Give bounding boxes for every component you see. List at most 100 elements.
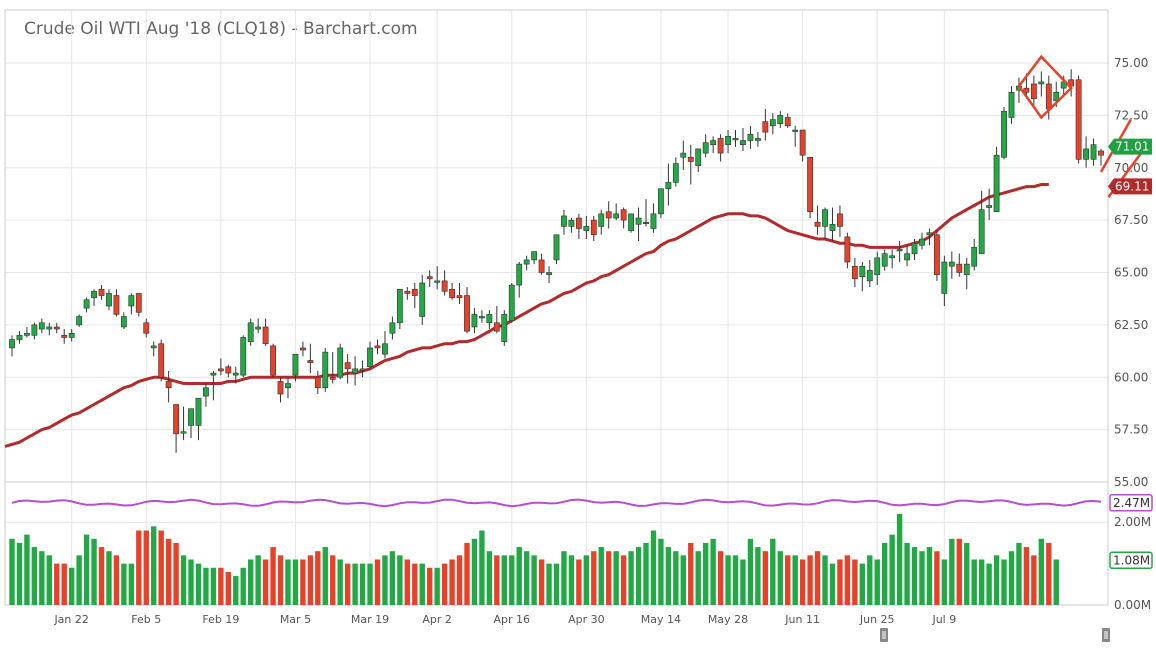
candle [396, 288, 403, 330]
volume-bar [591, 551, 597, 605]
candle [1075, 75, 1082, 164]
scroll-handle-left[interactable] [880, 628, 888, 642]
volume-average-tag-label: 2.47M [1113, 496, 1150, 510]
scroll-handle-left-shape[interactable] [880, 628, 888, 642]
candle-body [561, 215, 567, 227]
volume-bar [874, 559, 880, 605]
volume-bar [233, 576, 239, 605]
candle [851, 257, 858, 288]
scroll-handle-right-shape[interactable] [1102, 628, 1110, 642]
candle [635, 207, 642, 242]
candle-body [98, 288, 105, 296]
candle [777, 111, 784, 128]
candle-body [844, 236, 851, 263]
volume-bar [516, 547, 522, 605]
candle [83, 297, 90, 313]
candle-body [285, 383, 291, 389]
candle [76, 314, 83, 327]
volume-bar [247, 559, 254, 605]
scroll-handle-right[interactable] [1102, 628, 1110, 642]
candle [225, 364, 232, 378]
candle-body [367, 347, 373, 368]
candle-body [441, 280, 448, 292]
candle [948, 251, 955, 279]
volume-bar [16, 542, 23, 605]
candle-body [76, 316, 83, 326]
candle [874, 251, 881, 286]
volume-bar [620, 555, 627, 605]
candle-body [650, 213, 657, 229]
candle-body [135, 293, 142, 313]
volume-bar [882, 542, 888, 605]
candle [314, 370, 321, 395]
candle-body [9, 339, 15, 349]
candle [382, 331, 388, 359]
volume-bar [725, 555, 731, 605]
candle-body [464, 295, 470, 332]
candle [702, 134, 709, 158]
volume-bar [926, 547, 933, 605]
last-price-tag: 71.01 [1108, 138, 1152, 155]
volume-bar [203, 567, 209, 605]
candle-body [1023, 87, 1030, 93]
volume-bar [315, 551, 321, 605]
candle [493, 306, 500, 334]
candle-body [240, 337, 247, 376]
candle [933, 230, 940, 281]
candle-body [299, 347, 306, 351]
candles [9, 69, 1104, 453]
volume-bar [456, 555, 463, 605]
candle-body [307, 360, 314, 363]
volume-bar [464, 542, 470, 605]
candle [628, 213, 634, 233]
candle-body [546, 272, 552, 275]
candle [598, 209, 605, 235]
candle-body [963, 263, 970, 275]
pattern-annotations [1017, 54, 1147, 198]
candle-body [859, 265, 866, 277]
candle-body [314, 376, 321, 389]
volume-bar [635, 547, 642, 605]
volume-bar [986, 563, 992, 605]
volume-bar [852, 559, 858, 605]
volume-bar [54, 563, 60, 605]
candle-body [471, 314, 478, 328]
candle [784, 113, 791, 128]
candle-body [799, 129, 806, 156]
candle-body [195, 397, 202, 426]
candle-body [53, 326, 60, 330]
candle-body [270, 345, 276, 376]
date-tick-label: Apr 16 [493, 613, 530, 626]
candle [1001, 106, 1007, 160]
candle-body [292, 353, 299, 376]
volume-bar [31, 547, 38, 605]
candle [866, 259, 873, 288]
candle-body [837, 213, 843, 227]
volume-bar [717, 551, 724, 605]
volume-axis: 2.00M 0.00M [1114, 515, 1151, 612]
volume-bar [412, 563, 418, 605]
volume-bar [561, 551, 567, 605]
candle-body [16, 335, 23, 340]
candle [732, 130, 739, 147]
price-tick-label: 60.00 [1114, 370, 1148, 384]
candle-body [620, 209, 627, 221]
candle-body [486, 314, 493, 324]
volume-bar [971, 559, 977, 605]
volume-average-line [11, 498, 1102, 508]
candle [754, 132, 761, 147]
volume-bar [98, 547, 105, 605]
volume-bar [1008, 551, 1015, 605]
volume-bar [993, 555, 1000, 605]
volume-bar [277, 555, 284, 605]
candle [322, 347, 329, 392]
candle-body [479, 316, 485, 319]
candle-body [665, 182, 672, 189]
candle-body [277, 381, 284, 395]
candle-body [1075, 79, 1082, 160]
candle [919, 232, 925, 250]
candle-body [725, 136, 731, 146]
candle [993, 146, 1000, 213]
candle [680, 140, 687, 170]
date-tick-label: May 14 [641, 613, 681, 626]
